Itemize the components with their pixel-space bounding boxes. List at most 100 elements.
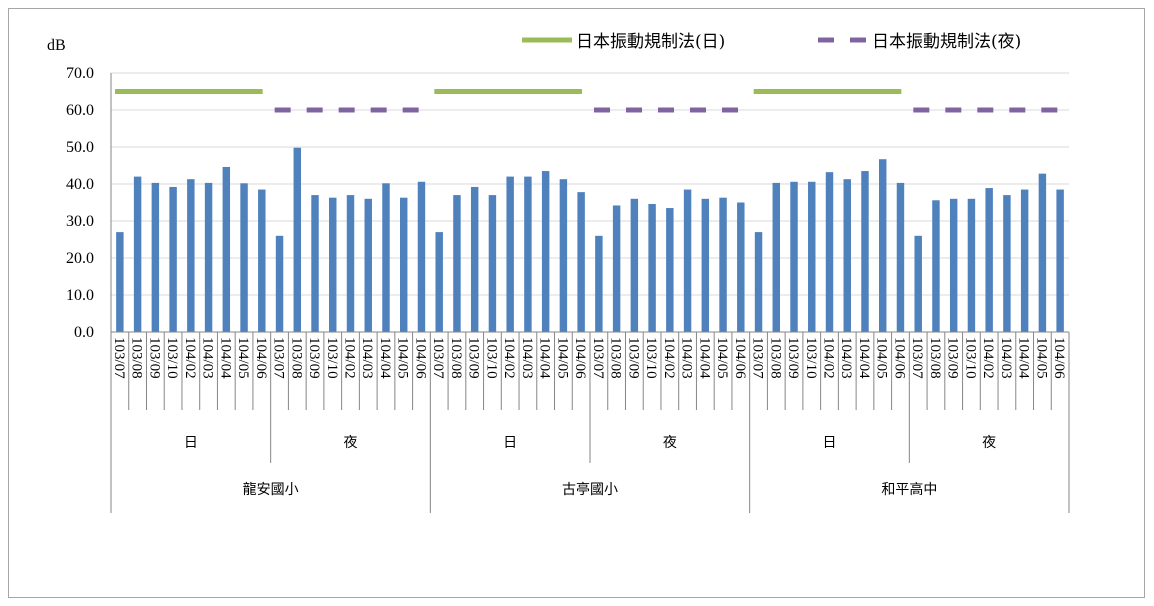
legend-label: 日本振動規制法(日) <box>576 32 725 52</box>
bar <box>187 179 195 332</box>
bar <box>346 195 355 332</box>
bar <box>932 200 940 332</box>
x-tick-label: 103/08 <box>288 337 304 379</box>
x-tick-label: 104/03 <box>998 337 1014 379</box>
bar <box>577 192 585 332</box>
bar <box>861 171 869 332</box>
x-tick-label: 103/07 <box>750 337 766 379</box>
x-tick-label: 103/10 <box>164 337 180 379</box>
bar <box>825 172 834 332</box>
subgroup-label: 日 <box>184 435 198 451</box>
x-tick-label: 103/08 <box>129 337 145 379</box>
bar <box>293 147 302 332</box>
subgroup-label: 日 <box>503 435 517 451</box>
bar <box>701 198 710 332</box>
group-label: 古亭國小 <box>562 481 618 498</box>
x-tick-label: 103/08 <box>767 337 783 379</box>
x-tick-label: 103/08 <box>448 337 464 379</box>
bar <box>790 181 798 332</box>
bar <box>311 195 319 332</box>
x-tick-label: 104/04 <box>1016 337 1032 379</box>
bar <box>949 198 958 332</box>
bar <box>470 186 479 332</box>
x-tick-label: 104/06 <box>572 337 588 379</box>
x-tick-label: 104/05 <box>235 337 251 379</box>
x-tick-label: 103/10 <box>324 337 340 379</box>
group-label: 和平高中 <box>881 481 937 498</box>
x-tick-label: 103/10 <box>803 337 819 379</box>
bar <box>417 181 426 332</box>
x-tick-label: 104/02 <box>342 337 358 379</box>
x-tick-label: 103/09 <box>945 337 961 379</box>
bar <box>1020 189 1029 332</box>
legend-label: 日本振動規制法(夜) <box>872 32 1021 52</box>
bar <box>985 188 993 332</box>
bar <box>275 235 284 332</box>
x-tick-label: 103/07 <box>590 337 606 379</box>
bar <box>967 198 976 332</box>
x-tick-label: 104/02 <box>980 337 996 379</box>
bar <box>559 179 568 332</box>
x-tick-label: 103/09 <box>306 337 322 379</box>
x-tick-label: 104/03 <box>838 337 854 379</box>
y-tick-label: 70.0 <box>66 65 94 82</box>
bar <box>169 186 177 332</box>
bar <box>808 181 816 332</box>
bar <box>204 182 213 332</box>
subgroup-label: 夜 <box>982 435 996 451</box>
y-tick-label: 50.0 <box>66 139 94 156</box>
bar <box>382 183 390 332</box>
bar <box>399 197 408 332</box>
bar <box>648 203 656 332</box>
x-tick-label: 103/07 <box>430 337 446 379</box>
bar <box>258 189 266 332</box>
bar <box>488 195 497 332</box>
x-tick-label: 103/07 <box>909 337 925 379</box>
x-tick-label: 103/08 <box>927 337 943 379</box>
x-tick-label: 103/09 <box>785 337 801 379</box>
y-tick-label: 0.0 <box>74 324 94 341</box>
bar <box>541 171 550 332</box>
x-tick-label: 104/05 <box>395 337 411 379</box>
x-tick-label: 104/02 <box>182 337 198 379</box>
group-label: 龍安國小 <box>243 481 299 498</box>
y-tick-label: 40.0 <box>66 176 94 193</box>
x-tick-label: 104/06 <box>253 337 269 379</box>
bar <box>772 182 781 332</box>
x-tick-label: 104/04 <box>696 337 712 379</box>
y-axis-label: dB <box>47 37 66 54</box>
bar <box>595 235 603 332</box>
bar <box>719 197 727 332</box>
bar <box>1003 195 1011 332</box>
bar <box>453 195 461 332</box>
y-tick-label: 20.0 <box>66 250 94 267</box>
y-tick-label: 10.0 <box>66 287 94 304</box>
x-tick-label: 103/07 <box>271 337 287 379</box>
bar <box>133 176 142 332</box>
subgroup-label: 夜 <box>344 435 358 451</box>
x-tick-label: 103/10 <box>643 337 659 379</box>
x-tick-label: 104/04 <box>537 337 553 379</box>
bar <box>506 176 514 332</box>
x-tick-label: 104/02 <box>821 337 837 379</box>
x-tick-label: 104/06 <box>1051 337 1067 379</box>
x-tick-label: 104/04 <box>217 337 233 379</box>
bar <box>754 232 763 332</box>
bar <box>612 205 621 332</box>
x-tick-label: 104/06 <box>412 337 428 379</box>
bar <box>329 197 337 332</box>
bar <box>683 189 692 332</box>
x-tick-label: 104/02 <box>501 337 517 379</box>
bar <box>524 176 532 332</box>
bar <box>435 232 443 332</box>
x-tick-label: 103/09 <box>466 337 482 379</box>
x-tick-label: 103/10 <box>962 337 978 379</box>
x-tick-label: 103/10 <box>483 337 499 379</box>
x-tick-label: 104/04 <box>856 337 872 379</box>
x-tick-label: 104/05 <box>714 337 730 379</box>
x-tick-label: 103/09 <box>625 337 641 379</box>
x-tick-label: 104/05 <box>554 337 570 379</box>
x-tick-label: 104/05 <box>1033 337 1049 379</box>
x-tick-label: 104/03 <box>519 337 535 379</box>
bar <box>222 166 231 332</box>
